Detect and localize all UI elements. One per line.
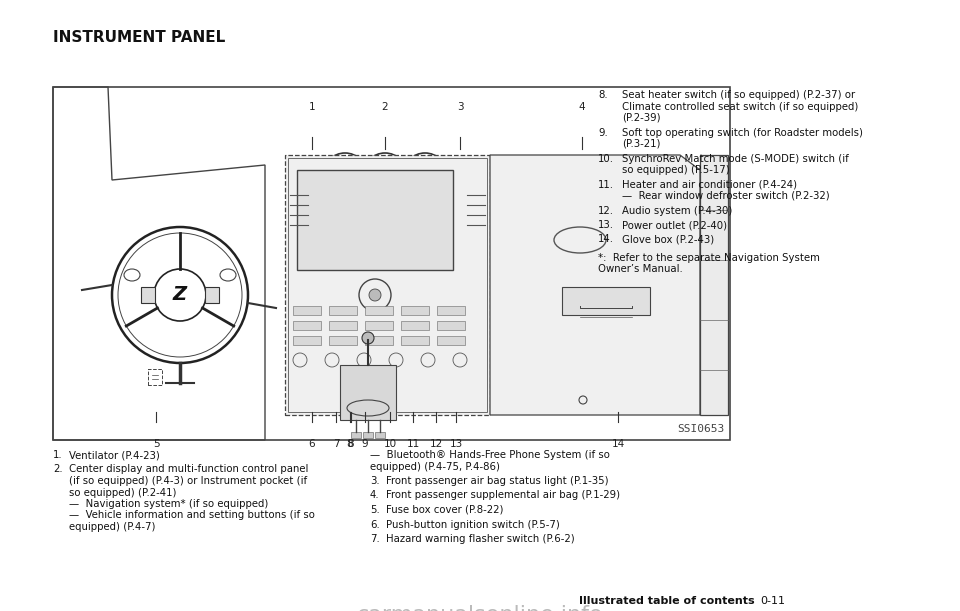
Text: Glove box (P.2-43): Glove box (P.2-43) xyxy=(622,235,714,244)
Text: 9: 9 xyxy=(362,439,369,449)
Text: Z: Z xyxy=(173,285,187,304)
Bar xyxy=(329,336,357,345)
Text: SSI0653: SSI0653 xyxy=(677,424,724,434)
Bar xyxy=(365,321,393,330)
Circle shape xyxy=(362,332,374,344)
Text: —  Bluetooth® Hands-Free Phone System (if so: — Bluetooth® Hands-Free Phone System (if… xyxy=(370,450,610,460)
Text: Owner’s Manual.: Owner’s Manual. xyxy=(598,265,683,274)
Text: 11: 11 xyxy=(406,439,420,449)
Text: Hazard warning flasher switch (P.6-2): Hazard warning flasher switch (P.6-2) xyxy=(386,534,575,544)
Text: 10: 10 xyxy=(383,439,396,449)
Text: 5: 5 xyxy=(153,439,159,449)
Text: Ventilator (P.4-23): Ventilator (P.4-23) xyxy=(69,450,160,460)
Bar xyxy=(437,336,465,345)
Text: 4: 4 xyxy=(579,102,586,112)
Text: Soft top operating switch (for Roadster models): Soft top operating switch (for Roadster … xyxy=(622,128,863,137)
Text: 12: 12 xyxy=(429,439,443,449)
Text: 3.: 3. xyxy=(370,476,379,486)
Text: Fuse box cover (P.8-22): Fuse box cover (P.8-22) xyxy=(386,505,503,515)
Bar xyxy=(437,306,465,315)
Polygon shape xyxy=(490,155,700,415)
Text: Heater and air conditioner (P.4-24): Heater and air conditioner (P.4-24) xyxy=(622,180,797,189)
Text: (P.2-39): (P.2-39) xyxy=(622,113,660,123)
Text: equipped) (P.4-7): equipped) (P.4-7) xyxy=(69,522,156,532)
Text: 6: 6 xyxy=(309,439,315,449)
Bar xyxy=(288,158,487,412)
Text: —  Vehicle information and setting buttons (if so: — Vehicle information and setting button… xyxy=(69,511,315,521)
Text: 1.: 1. xyxy=(53,450,62,460)
Text: 1: 1 xyxy=(309,102,315,112)
Bar xyxy=(285,155,490,415)
Text: 12.: 12. xyxy=(598,205,614,216)
Text: 13: 13 xyxy=(449,439,463,449)
Bar xyxy=(363,432,373,438)
Bar xyxy=(401,336,429,345)
Bar xyxy=(562,287,650,315)
Text: 6.: 6. xyxy=(370,519,380,530)
Text: Front passenger air bag status light (P.1-35): Front passenger air bag status light (P.… xyxy=(386,476,609,486)
Text: 11.: 11. xyxy=(598,180,614,189)
Bar xyxy=(205,287,219,303)
Text: 7: 7 xyxy=(333,439,339,449)
Text: Illustrated table of contents: Illustrated table of contents xyxy=(580,596,755,606)
Bar xyxy=(351,432,361,438)
Bar xyxy=(53,87,730,440)
Bar xyxy=(293,321,321,330)
Text: Center display and multi-function control panel: Center display and multi-function contro… xyxy=(69,464,308,475)
Text: 2: 2 xyxy=(382,102,388,112)
Text: *:  Refer to the separate Navigation System: *: Refer to the separate Navigation Syst… xyxy=(598,253,820,263)
Text: Push-button ignition switch (P.5-7): Push-button ignition switch (P.5-7) xyxy=(386,519,560,530)
Bar xyxy=(700,155,728,415)
Text: 14: 14 xyxy=(612,439,625,449)
Bar xyxy=(365,306,393,315)
Text: 4.: 4. xyxy=(370,491,379,500)
Text: INSTRUMENT PANEL: INSTRUMENT PANEL xyxy=(53,30,226,45)
Text: Seat heater switch (if so equipped) (P.2-37) or: Seat heater switch (if so equipped) (P.2… xyxy=(622,90,855,100)
Text: so equipped) (P.2-41): so equipped) (P.2-41) xyxy=(69,488,177,497)
Circle shape xyxy=(369,289,381,301)
Text: 5.: 5. xyxy=(370,505,380,515)
Text: (P.3-21): (P.3-21) xyxy=(622,139,660,149)
Text: 9.: 9. xyxy=(598,128,608,137)
Text: 8: 8 xyxy=(348,439,354,449)
Text: —  Navigation system* (if so equipped): — Navigation system* (if so equipped) xyxy=(69,499,269,509)
Text: 13.: 13. xyxy=(598,220,614,230)
Text: so equipped) (P.5-17): so equipped) (P.5-17) xyxy=(622,165,730,175)
Bar xyxy=(365,336,393,345)
Text: 14.: 14. xyxy=(598,235,614,244)
Text: (if so equipped) (P.4-3) or Instrument pocket (if: (if so equipped) (P.4-3) or Instrument p… xyxy=(69,476,307,486)
Text: 2.: 2. xyxy=(53,464,62,475)
Bar xyxy=(401,306,429,315)
Bar xyxy=(297,170,453,270)
Text: SynchroRev Match mode (S-MODE) switch (if: SynchroRev Match mode (S-MODE) switch (i… xyxy=(622,153,849,164)
Text: —  Rear window defroster switch (P.2-32): — Rear window defroster switch (P.2-32) xyxy=(622,191,829,201)
Text: 8.: 8. xyxy=(598,90,608,100)
Bar xyxy=(293,336,321,345)
Bar xyxy=(141,287,155,303)
Text: 10.: 10. xyxy=(598,153,614,164)
Text: carmanualsonline.info: carmanualsonline.info xyxy=(357,605,603,611)
Text: 8: 8 xyxy=(347,439,353,449)
Bar xyxy=(437,321,465,330)
Text: Climate controlled seat switch (if so equipped): Climate controlled seat switch (if so eq… xyxy=(622,101,858,111)
Bar xyxy=(329,321,357,330)
Text: Audio system (P.4-30): Audio system (P.4-30) xyxy=(622,205,732,216)
Bar xyxy=(375,432,385,438)
Text: equipped) (P.4-75, P.4-86): equipped) (P.4-75, P.4-86) xyxy=(370,461,500,472)
Bar xyxy=(340,365,396,420)
Bar xyxy=(329,306,357,315)
Text: 0-11: 0-11 xyxy=(760,596,785,606)
Bar xyxy=(401,321,429,330)
Text: Front passenger supplemental air bag (P.1-29): Front passenger supplemental air bag (P.… xyxy=(386,491,620,500)
Text: 3: 3 xyxy=(457,102,464,112)
Text: 7.: 7. xyxy=(370,534,380,544)
Text: Power outlet (P.2-40): Power outlet (P.2-40) xyxy=(622,220,727,230)
Bar xyxy=(293,306,321,315)
